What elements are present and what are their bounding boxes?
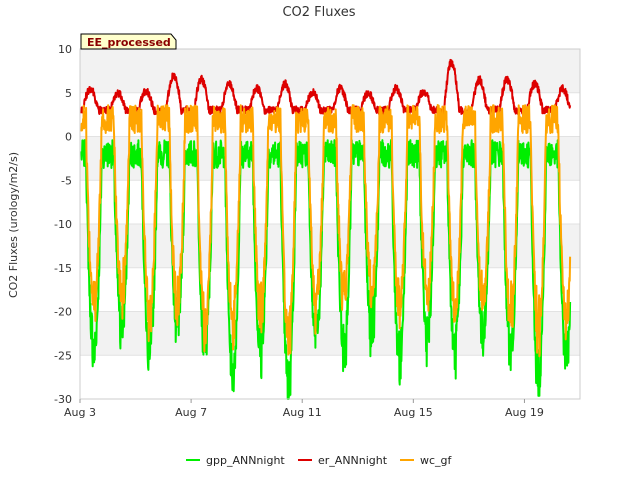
x-tick-labels: Aug 3 Aug 7 Aug 11 Aug 15 Aug 19: [64, 399, 544, 419]
y-tick-label: 10: [58, 43, 72, 56]
plot-band: [80, 311, 580, 356]
chart-title: CO2 Fluxes: [282, 5, 355, 20]
badge-shape: [80, 33, 177, 50]
y-tick-label: -20: [54, 306, 72, 319]
series-layer: [80, 58, 572, 400]
legend-label-gpp_ANNnight: gpp_ANNnight: [206, 454, 285, 467]
y-tick-label: -30: [54, 393, 72, 406]
y-tick-labels: 10 5 0 -5 -10 -15 -20 -25 -30: [54, 43, 72, 406]
plot-band: [80, 49, 580, 93]
y-tick-label: 5: [65, 87, 72, 100]
x-tick-label: Aug 15: [394, 406, 433, 419]
x-tick-label: Aug 3: [64, 406, 96, 419]
plot-frame: [79, 48, 581, 400]
y-tick-label: -5: [61, 174, 72, 187]
x-tick-label: Aug 7: [175, 406, 207, 419]
plot-band: [80, 224, 580, 268]
badge-label: EE_processed: [87, 36, 171, 49]
y-tick-label: -25: [54, 349, 72, 362]
y-tick-label: -15: [54, 262, 72, 275]
series-line-wc_gf: [80, 104, 572, 358]
axes: [79, 48, 581, 400]
y-tick-label: 0: [65, 131, 72, 144]
x-tick-label: Aug 19: [505, 406, 544, 419]
badge: EE_processed: [80, 33, 177, 50]
y-axis-title: CO2 Fluxes (urology/m2/s): [7, 152, 20, 298]
legend-label-wc_gf: wc_gf: [420, 454, 453, 467]
y-tick-label: -10: [54, 218, 72, 231]
legend-label-er_ANNnight: er_ANNnight: [318, 454, 388, 467]
x-tick-label: Aug 11: [283, 406, 322, 419]
legend: gpp_ANNnight er_ANNnight wc_gf: [186, 454, 453, 467]
